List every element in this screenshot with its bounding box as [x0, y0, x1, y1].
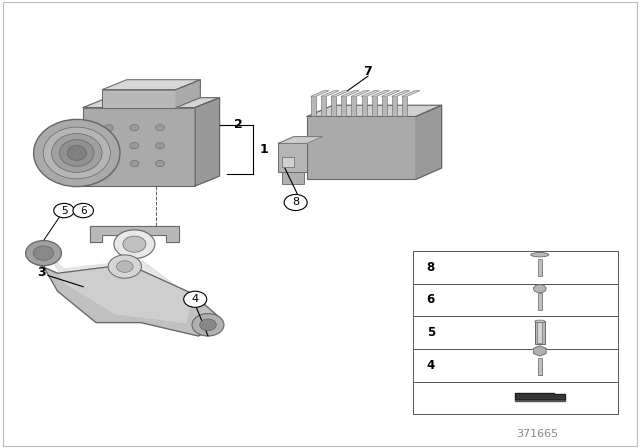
Bar — [402, 96, 407, 116]
Bar — [413, 251, 618, 284]
Bar — [83, 108, 195, 186]
Polygon shape — [416, 105, 442, 179]
Text: 6: 6 — [427, 293, 435, 306]
Polygon shape — [102, 80, 200, 90]
Ellipse shape — [67, 146, 86, 160]
Text: 8: 8 — [427, 261, 435, 274]
Bar — [538, 293, 541, 310]
Bar — [413, 349, 618, 382]
Circle shape — [108, 255, 141, 278]
Circle shape — [192, 314, 224, 336]
Bar — [321, 96, 326, 116]
Circle shape — [130, 125, 139, 131]
Bar — [278, 143, 307, 172]
Text: 7: 7 — [364, 65, 372, 78]
Bar — [341, 96, 346, 116]
Bar — [311, 96, 316, 116]
Circle shape — [73, 203, 93, 218]
Bar — [382, 96, 387, 116]
Ellipse shape — [531, 253, 548, 257]
Polygon shape — [32, 244, 218, 336]
Circle shape — [26, 241, 61, 266]
Circle shape — [123, 236, 146, 252]
Circle shape — [104, 160, 113, 167]
Ellipse shape — [535, 320, 545, 323]
Polygon shape — [195, 98, 220, 186]
Bar — [332, 96, 336, 116]
Circle shape — [130, 142, 139, 149]
Text: 5: 5 — [61, 206, 67, 215]
Text: 371665: 371665 — [516, 429, 559, 439]
Bar — [282, 157, 294, 167]
Circle shape — [184, 291, 207, 307]
Text: 1: 1 — [259, 143, 268, 156]
Circle shape — [156, 160, 164, 167]
Bar — [392, 96, 397, 116]
Circle shape — [130, 160, 139, 167]
Polygon shape — [534, 346, 546, 356]
Text: 4: 4 — [191, 294, 199, 304]
Ellipse shape — [44, 127, 111, 179]
Bar — [537, 322, 542, 343]
Bar — [102, 90, 176, 108]
Bar — [351, 96, 356, 116]
Polygon shape — [372, 90, 390, 96]
Circle shape — [104, 142, 113, 149]
Polygon shape — [90, 226, 179, 242]
Polygon shape — [382, 90, 399, 96]
Polygon shape — [392, 90, 410, 96]
Bar — [538, 259, 542, 276]
Bar — [282, 172, 304, 184]
Polygon shape — [332, 90, 349, 96]
Polygon shape — [278, 137, 323, 143]
Ellipse shape — [34, 119, 120, 186]
Bar — [372, 96, 376, 116]
Circle shape — [284, 194, 307, 211]
Circle shape — [33, 246, 54, 260]
Polygon shape — [176, 80, 200, 108]
Polygon shape — [311, 90, 329, 96]
Ellipse shape — [52, 134, 102, 172]
Polygon shape — [362, 90, 380, 96]
Circle shape — [156, 125, 164, 131]
Bar — [307, 116, 416, 179]
Circle shape — [116, 261, 133, 272]
Text: 6: 6 — [80, 206, 86, 215]
Ellipse shape — [60, 140, 94, 166]
Polygon shape — [307, 105, 442, 116]
Bar — [362, 96, 367, 116]
Bar — [538, 358, 542, 375]
Polygon shape — [83, 98, 220, 108]
Polygon shape — [341, 90, 359, 96]
Circle shape — [114, 230, 155, 258]
Text: 3: 3 — [37, 266, 46, 279]
Text: 5: 5 — [427, 326, 435, 339]
Ellipse shape — [534, 284, 546, 293]
Text: 2: 2 — [234, 118, 243, 131]
Bar — [413, 382, 618, 414]
Polygon shape — [321, 90, 339, 96]
Polygon shape — [351, 90, 369, 96]
Text: 4: 4 — [427, 359, 435, 372]
Bar — [413, 284, 618, 316]
Bar — [413, 316, 618, 349]
Circle shape — [156, 142, 164, 149]
Text: 8: 8 — [292, 198, 300, 207]
Polygon shape — [515, 399, 565, 401]
Polygon shape — [51, 258, 192, 323]
Polygon shape — [402, 90, 420, 96]
Circle shape — [54, 203, 74, 218]
Polygon shape — [515, 393, 565, 399]
Circle shape — [200, 319, 216, 331]
Bar — [535, 321, 545, 344]
Circle shape — [104, 125, 113, 131]
